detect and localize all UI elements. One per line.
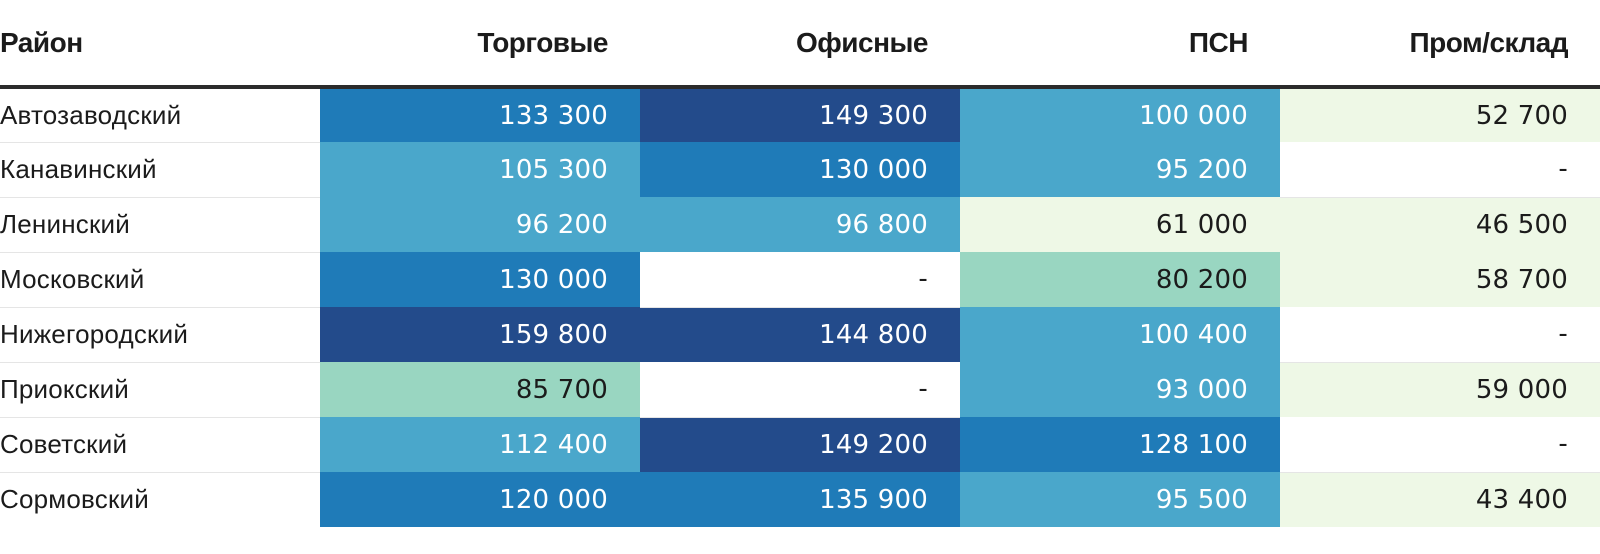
heatmap-table-container: Район Торговые Офисные ПСН Пром/склад Ав… (0, 0, 1600, 527)
district-name-cell: Сормовский (0, 484, 149, 515)
heatmap-cell: 130 000 (640, 142, 960, 197)
heatmap-cell: 96 200 (320, 197, 640, 252)
heatmap-cell: 112 400 (320, 417, 640, 472)
heatmap-table: Район Торговые Офисные ПСН Пром/склад Ав… (0, 0, 1600, 527)
column-header-psn: ПСН (960, 0, 1280, 89)
district-name-cell: Канавинский (0, 142, 320, 198)
heatmap-cell: 96 800 (640, 197, 960, 252)
district-name-cell: Ленинский (0, 197, 320, 253)
heatmap-cell: - (640, 362, 960, 418)
heatmap-cell: - (1280, 417, 1600, 473)
heatmap-cell: 52 700 (1280, 87, 1600, 142)
column-header-office: Офисные (640, 0, 960, 89)
column-header-retail: Торговые (320, 0, 640, 89)
heatmap-cell: 80 200 (960, 252, 1280, 307)
heatmap-cell: 149 300 (640, 87, 960, 142)
heatmap-cell: 100 000 (960, 87, 1280, 142)
table-row: Ленинский 96 200 96 800 61 000 46 500 (0, 197, 1600, 253)
table-row: Московский 130 000-80 200 58 700 (0, 252, 1600, 308)
heatmap-cell: 130 000 (320, 252, 640, 307)
heatmap-cell: 46 500 (1280, 197, 1600, 252)
heatmap-cell: 159 800 (320, 307, 640, 362)
heatmap-cell: 128 100 (960, 417, 1280, 472)
heatmap-cell: 95 500 (960, 472, 1280, 527)
district-name-cell: Нижегородский (0, 307, 320, 363)
district-name-cell: Приокский (0, 362, 320, 418)
heatmap-cell: 43 400 (1280, 472, 1600, 527)
heatmap-cell: 135 900 (640, 472, 960, 527)
table-row: Сормовский 120 000 135 900 95 500 43 400 (0, 472, 1600, 527)
heatmap-cell: 120 000 (320, 472, 640, 527)
heatmap-cell: 93 000 (960, 362, 1280, 417)
heatmap-cell: 59 000 (1280, 362, 1600, 417)
district-name-cell: Московский (0, 252, 320, 308)
heatmap-cell: 95 200 (960, 142, 1280, 197)
table-row: Нижегородский 159 800 144 800 100 400- (0, 307, 1600, 363)
column-header-industrial: Пром/склад (1280, 0, 1600, 89)
table-row: Советский 112 400 149 200 128 100- (0, 417, 1600, 473)
table-row: Приокский 85 700-93 000 59 000 (0, 362, 1600, 418)
column-header-district: Район (0, 0, 320, 89)
heatmap-cell: 58 700 (1280, 252, 1600, 307)
table-body: Автозаводский 133 300 149 300 100 000 52 700… (0, 87, 1600, 527)
table-header: Район Торговые Офисные ПСН Пром/склад (0, 0, 1600, 89)
heatmap-cell: 61 000 (960, 197, 1280, 252)
table-row: Канавинский 105 300 130 000 95 200- (0, 142, 1600, 198)
heatmap-cell: 105 300 (320, 142, 640, 197)
heatmap-cell: 144 800 (640, 307, 960, 362)
heatmap-cell: 133 300 (320, 87, 640, 142)
district-name-cell: Автозаводский (0, 87, 320, 143)
heatmap-cell: 149 200 (640, 417, 960, 472)
heatmap-cell: 85 700 (320, 362, 640, 417)
district-name-cell: Советский (0, 417, 320, 473)
heatmap-cell: 100 400 (960, 307, 1280, 362)
heatmap-cell: - (1280, 142, 1600, 198)
heatmap-cell: - (640, 252, 960, 308)
table-row: Автозаводский 133 300 149 300 100 000 52 700 (0, 87, 1600, 143)
header-row: Район Торговые Офисные ПСН Пром/склад (0, 0, 1600, 89)
heatmap-cell: - (1280, 307, 1600, 363)
